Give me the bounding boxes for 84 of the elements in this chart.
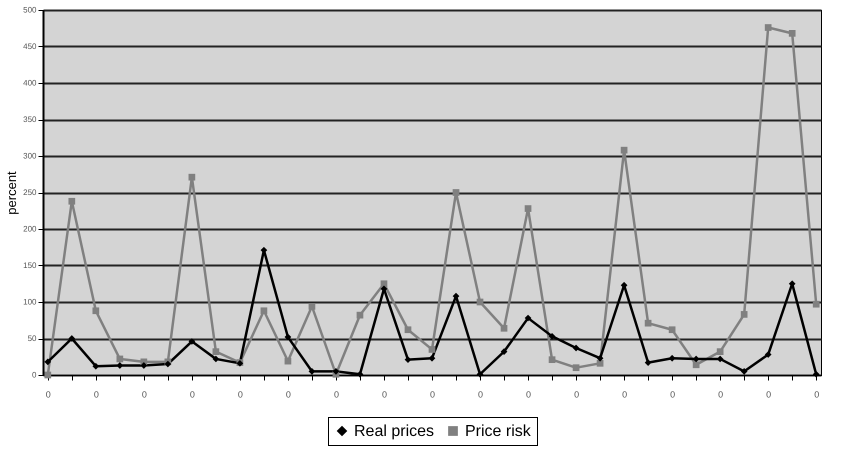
point (452, 189, 460, 196)
point (788, 30, 796, 37)
x-tick-label: 0 (334, 390, 339, 400)
x-tick-label: 0 (814, 390, 820, 400)
point (212, 356, 220, 362)
point (644, 320, 652, 327)
x-tick-label: 0 (478, 390, 484, 400)
point (476, 370, 484, 378)
point (284, 334, 292, 340)
y-tick-label: 50 (28, 334, 38, 343)
point (404, 326, 412, 334)
point (500, 324, 508, 332)
point (188, 174, 196, 181)
point (572, 344, 580, 352)
point (764, 24, 772, 31)
point (44, 358, 52, 366)
y-axis-title: percent (4, 170, 20, 215)
point (668, 326, 676, 334)
legend-label: Real prices (354, 423, 434, 440)
point (668, 354, 676, 362)
x-tick-label: 0 (718, 390, 724, 400)
point (740, 311, 748, 318)
point (92, 362, 100, 370)
point (548, 332, 556, 340)
y-tick-label: 300 (23, 152, 38, 160)
x-tick-label: 0 (382, 390, 387, 400)
point (356, 312, 364, 318)
x-tick-label: 0 (670, 390, 676, 400)
point (716, 356, 724, 362)
y-tick-label: 500 (23, 6, 38, 14)
x-tick-label: 0 (142, 390, 147, 400)
point (476, 298, 484, 306)
point (212, 348, 220, 355)
point (548, 356, 556, 364)
y-tick-label: 450 (23, 42, 38, 51)
point (380, 280, 388, 288)
point (284, 358, 292, 364)
x-tick-label: 0 (622, 390, 628, 400)
x-tick-label: 0 (574, 390, 580, 400)
y-tick-label: 400 (23, 78, 38, 88)
x-tick-label: 0 (286, 390, 291, 400)
point (524, 205, 532, 212)
point (308, 368, 316, 375)
point (812, 370, 820, 378)
x-tick-label: 0 (766, 390, 772, 400)
x-tick-label: 0 (94, 390, 99, 400)
point (716, 348, 724, 355)
point (260, 307, 268, 314)
point (812, 300, 820, 308)
y-tick-label: 100 (23, 298, 38, 306)
point (332, 368, 340, 375)
y-tick-label: 350 (23, 115, 38, 124)
x-tick-label: 0 (526, 390, 532, 400)
point (404, 356, 412, 364)
point (308, 303, 316, 310)
x-tick-label: 0 (46, 390, 51, 400)
point (92, 307, 100, 314)
point (692, 361, 700, 368)
point (596, 360, 604, 367)
point (500, 348, 508, 355)
point (764, 351, 772, 358)
legend-label: Price risk (465, 423, 532, 440)
point (644, 359, 652, 366)
point (116, 356, 124, 362)
y-tick-label: 200 (23, 224, 38, 234)
point (524, 314, 532, 322)
point (572, 364, 580, 372)
point (68, 198, 76, 205)
point (140, 362, 148, 369)
point (44, 372, 52, 378)
point (740, 368, 748, 375)
x-tick-label: 0 (238, 390, 243, 400)
point (68, 335, 76, 342)
y-tick-label: 250 (23, 188, 38, 197)
x-tick-label: 0 (190, 390, 195, 400)
x-tick-label: 0 (430, 390, 436, 400)
y-tick-label: 150 (23, 261, 38, 270)
point (428, 346, 436, 353)
y-tick-label: 0 (32, 370, 38, 380)
point (428, 354, 436, 362)
point (596, 354, 604, 362)
point (188, 338, 196, 345)
point (692, 356, 700, 362)
point (620, 146, 628, 154)
